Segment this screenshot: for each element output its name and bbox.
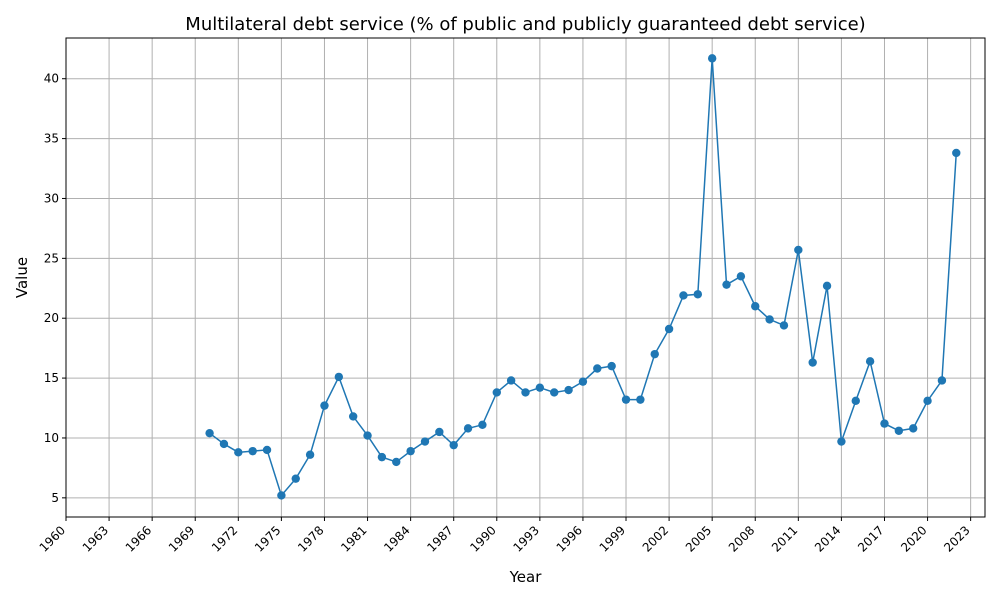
- y-tick-label: 20: [44, 311, 59, 325]
- data-point: [564, 385, 573, 395]
- data-point: [751, 302, 760, 311]
- y-tick-label: 10: [44, 431, 59, 445]
- data-point: [205, 428, 214, 438]
- data-point: [679, 291, 688, 300]
- data-point: [693, 290, 703, 299]
- data-point: [593, 364, 602, 373]
- data-point: [722, 280, 731, 289]
- data-point: [463, 424, 473, 433]
- data-point: [277, 491, 286, 500]
- data-point: [248, 446, 257, 456]
- data-point: [219, 439, 229, 449]
- data-point: [392, 457, 401, 467]
- data-point: [952, 148, 961, 158]
- data-point: [880, 419, 889, 428]
- data-point: [449, 440, 458, 450]
- data-point: [377, 452, 387, 462]
- data-point: [363, 431, 372, 440]
- data-point: [578, 377, 588, 386]
- data-point: [650, 349, 659, 359]
- data-point: [822, 281, 832, 291]
- data-point: [478, 420, 487, 429]
- data-point: [937, 376, 947, 385]
- data-point: [262, 445, 272, 455]
- data-point: [607, 361, 616, 371]
- data-point: [320, 401, 329, 410]
- data-point: [621, 395, 631, 404]
- y-tick-label: 25: [44, 251, 59, 265]
- y-tick-label: 30: [44, 191, 59, 205]
- y-tick-label: 5: [51, 491, 59, 505]
- data-point: [707, 54, 717, 63]
- data-point: [808, 358, 817, 367]
- data-point: [506, 376, 516, 385]
- y-tick-label: 40: [44, 72, 59, 86]
- data-point: [406, 446, 415, 456]
- grid: [65, 38, 985, 517]
- chart-title: Multilateral debt service (% of public a…: [185, 14, 865, 35]
- x-axis-label: Year: [509, 568, 543, 586]
- data-point: [435, 427, 444, 437]
- data-point: [909, 424, 918, 433]
- plot-frame: [65, 37, 986, 518]
- data-point: [664, 324, 674, 334]
- data-point: [794, 245, 803, 255]
- data-point: [521, 388, 530, 397]
- data-point: [348, 412, 358, 421]
- data-point: [779, 321, 789, 330]
- data-point: [894, 426, 904, 435]
- data-point: [851, 396, 860, 406]
- series: [205, 54, 961, 500]
- data-point: [550, 388, 559, 397]
- data-point: [865, 357, 875, 366]
- y-axis-label: Value: [13, 257, 31, 298]
- data-point: [765, 315, 774, 324]
- data-point: [923, 396, 932, 406]
- y-tick-label: 35: [44, 132, 59, 146]
- data-point: [234, 448, 243, 457]
- data-point: [305, 450, 315, 459]
- y-tick-label: 15: [44, 371, 59, 385]
- data-point: [636, 395, 645, 404]
- data-point: [291, 474, 300, 483]
- data-point: [535, 383, 545, 392]
- data-point: [736, 272, 746, 281]
- data-point: [420, 437, 430, 446]
- data-point: [492, 388, 501, 397]
- data-point: [334, 372, 344, 382]
- data-point: [837, 437, 846, 446]
